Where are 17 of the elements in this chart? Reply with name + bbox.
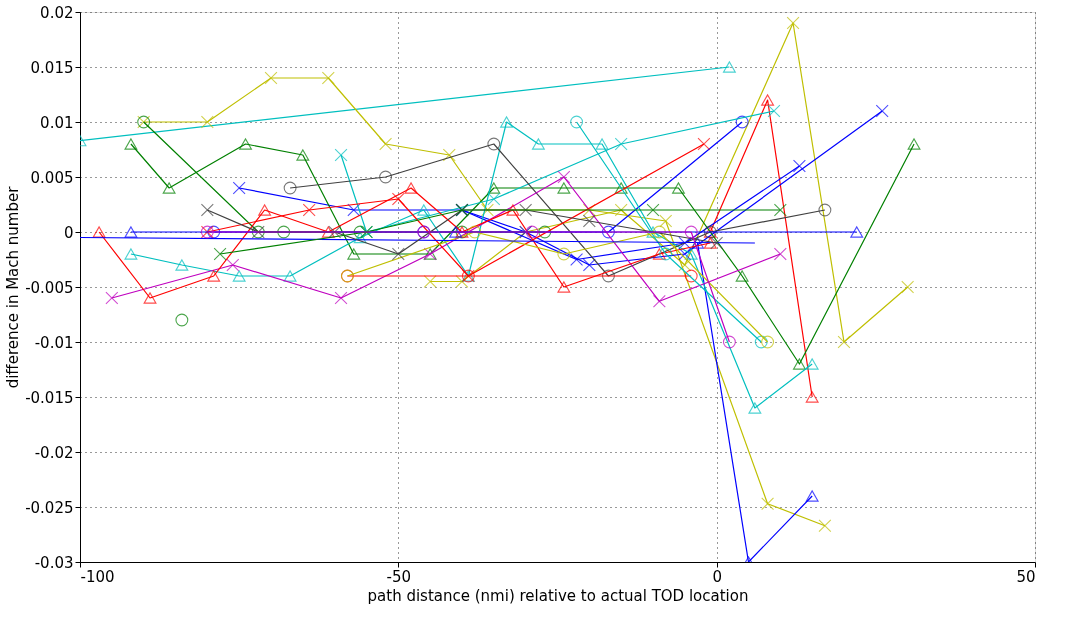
y-tick-label: 0.02 (40, 3, 74, 22)
x-tick-label: -100 (80, 567, 115, 586)
y-axis-title: difference in Mach number (4, 185, 23, 389)
y-tick-label: -0.03 (34, 553, 74, 572)
y-tick-label: 0.005 (30, 168, 74, 187)
y-tick-label: -0.005 (25, 278, 74, 297)
y-tick-label: -0.02 (34, 443, 74, 462)
y-tick-label: -0.025 (25, 498, 74, 517)
y-tick-label: -0.015 (25, 388, 74, 407)
y-tick-label: 0.015 (30, 58, 74, 77)
x-tick-label: 50 (1016, 567, 1036, 586)
y-tick-label: -0.01 (34, 333, 74, 352)
x-axis-title: path distance (nmi) relative to actual TOD location (367, 586, 749, 605)
y-tick-label: 0.01 (40, 113, 74, 132)
y-tick-label: 0 (63, 223, 74, 242)
x-tick-label: -50 (386, 567, 412, 586)
x-tick-label: 0 (712, 567, 722, 586)
